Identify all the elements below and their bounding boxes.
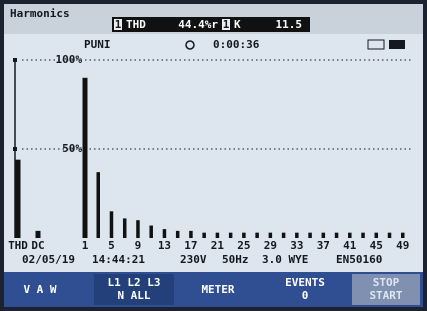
mode: PUNI [84, 38, 111, 51]
device-screen: Harmonics 1 THD 44.4%r 1 K 11.5 PUNI 0:0… [0, 0, 427, 311]
bar [401, 233, 405, 238]
bar [388, 233, 392, 238]
x-tick-label: 41 [343, 239, 357, 252]
k-value: 11.5 [276, 18, 303, 31]
x-tick-label: 13 [158, 239, 171, 252]
bar [163, 229, 167, 238]
x-tick-label: 37 [317, 239, 330, 252]
bar [123, 218, 127, 238]
bar [202, 233, 206, 238]
bar [335, 233, 339, 238]
screen-title: Harmonics [10, 7, 70, 20]
thd-label: THD [126, 18, 146, 31]
bar [149, 226, 153, 238]
phase-label: 1 [223, 18, 230, 31]
bar [375, 233, 379, 238]
y-tick-label: 100% [56, 53, 83, 66]
bar [176, 231, 180, 238]
softkey[interactable]: START [369, 289, 402, 302]
bar [83, 78, 88, 238]
wiring: 3.0 WYE [262, 253, 308, 266]
bar [16, 160, 21, 238]
bar [110, 211, 114, 238]
x-tick-label: 49 [396, 239, 409, 252]
bar [282, 233, 286, 238]
bar [269, 233, 273, 238]
date: 02/05/19 [22, 253, 75, 266]
x-tick-label: 25 [237, 239, 250, 252]
phase-label: 1 [115, 18, 122, 31]
bar [295, 233, 299, 238]
x-tick-label: 33 [290, 239, 303, 252]
x-tick-label: 9 [135, 239, 142, 252]
bar [216, 233, 220, 238]
bar [229, 233, 233, 238]
softkey[interactable]: N ALL [117, 289, 150, 302]
time: 14:44:21 [92, 253, 145, 266]
softkey[interactable]: EVENTS [285, 276, 325, 289]
bar [36, 231, 41, 238]
softkey[interactable]: 0 [302, 289, 309, 302]
softkey[interactable]: METER [201, 283, 234, 296]
cursor-marker [13, 147, 17, 151]
softkey[interactable]: STOP [373, 276, 400, 289]
softkey[interactable]: V A W [23, 283, 56, 296]
standard: EN50160 [336, 253, 382, 266]
x-tick-label: 1 [82, 239, 89, 252]
k-label: K [234, 18, 241, 31]
bar [136, 220, 140, 238]
bar [348, 233, 352, 238]
x-tick-label: DC [31, 239, 44, 252]
x-tick-label: THD [8, 239, 28, 252]
cursor-marker [13, 58, 17, 62]
bar [322, 233, 326, 238]
bar [189, 231, 193, 238]
bar [308, 233, 312, 238]
timer: 0:00:36 [213, 38, 260, 51]
x-tick-label: 5 [108, 239, 115, 252]
voltage: 230V [180, 253, 207, 266]
x-tick-label: 21 [211, 239, 225, 252]
page: Harmonics 1 THD 44.4%r 1 K 11.5 PUNI 0:0… [0, 0, 427, 311]
bar [96, 172, 100, 238]
bar [255, 233, 259, 238]
x-tick-label: 29 [264, 239, 277, 252]
bar [242, 233, 246, 238]
x-tick-label: 17 [184, 239, 197, 252]
bar [361, 233, 365, 238]
x-tick-label: 45 [370, 239, 383, 252]
battery-icon [389, 40, 405, 49]
softkey[interactable]: L1 L2 L3 [108, 276, 161, 289]
thd-value: 44.4%r [178, 18, 218, 31]
frequency: 50Hz [222, 253, 249, 266]
